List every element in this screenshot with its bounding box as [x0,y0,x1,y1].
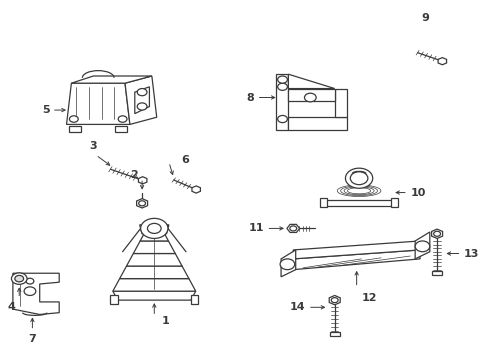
Polygon shape [192,186,200,193]
Circle shape [414,241,429,252]
Polygon shape [328,296,340,305]
Circle shape [289,226,296,231]
Circle shape [69,116,78,122]
Circle shape [147,224,161,233]
Circle shape [277,76,287,83]
Circle shape [345,168,372,188]
Circle shape [277,116,287,123]
Polygon shape [325,200,391,206]
Polygon shape [133,241,175,253]
Text: 3: 3 [89,141,97,151]
Circle shape [11,273,27,284]
Polygon shape [138,177,146,184]
Text: 6: 6 [181,155,188,165]
Text: 10: 10 [409,188,425,198]
Polygon shape [140,225,168,234]
Polygon shape [113,279,195,291]
Text: 1: 1 [161,316,169,325]
Circle shape [433,231,440,236]
Polygon shape [110,295,118,304]
Circle shape [137,103,147,110]
Text: 8: 8 [246,93,254,103]
Circle shape [139,201,145,206]
Text: 7: 7 [28,334,36,344]
Polygon shape [136,199,147,208]
Polygon shape [113,291,195,300]
Polygon shape [288,89,334,101]
Polygon shape [437,58,446,65]
Polygon shape [293,241,419,259]
Circle shape [118,116,127,122]
Circle shape [280,259,294,270]
Circle shape [26,278,34,284]
Circle shape [304,93,316,102]
Polygon shape [71,76,152,83]
Polygon shape [120,266,188,279]
Polygon shape [66,83,130,125]
Polygon shape [431,229,442,238]
Circle shape [330,298,337,303]
Polygon shape [288,74,334,89]
Polygon shape [115,126,127,132]
Circle shape [137,89,147,96]
Text: 9: 9 [420,13,428,23]
Polygon shape [190,295,198,304]
Circle shape [349,172,367,185]
Circle shape [141,219,167,238]
Polygon shape [320,198,327,207]
Polygon shape [69,126,81,132]
Polygon shape [281,250,295,277]
Polygon shape [329,332,339,336]
Polygon shape [288,117,346,130]
Polygon shape [286,224,299,233]
Text: 13: 13 [463,248,478,258]
Circle shape [24,287,36,296]
Polygon shape [390,198,397,207]
Text: 2: 2 [130,170,138,180]
Text: 12: 12 [361,293,376,303]
Polygon shape [125,76,157,125]
Text: 14: 14 [289,302,305,312]
Polygon shape [135,87,149,114]
Polygon shape [276,74,288,130]
Polygon shape [293,250,419,270]
Polygon shape [13,273,59,315]
Text: 11: 11 [248,224,264,233]
Circle shape [15,275,23,282]
Polygon shape [140,228,168,241]
Polygon shape [126,253,182,266]
Polygon shape [431,271,441,275]
Circle shape [277,83,287,90]
Text: 4: 4 [7,302,15,312]
Polygon shape [334,89,346,117]
Polygon shape [414,232,429,259]
Text: 5: 5 [42,105,49,115]
